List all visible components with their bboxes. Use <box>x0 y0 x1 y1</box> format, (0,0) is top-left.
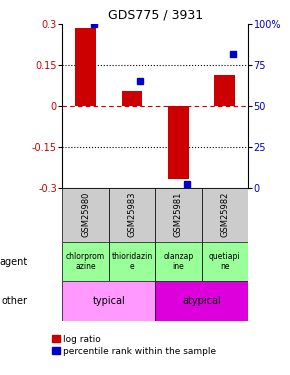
Title: GDS775 / 3931: GDS775 / 3931 <box>108 9 203 22</box>
Text: atypical: atypical <box>182 296 221 306</box>
Bar <box>75 28 96 106</box>
FancyBboxPatch shape <box>202 188 248 242</box>
Text: GSM25983: GSM25983 <box>127 192 137 237</box>
FancyBboxPatch shape <box>62 242 109 281</box>
Text: GSM25982: GSM25982 <box>220 192 229 237</box>
FancyBboxPatch shape <box>155 281 248 321</box>
Text: other: other <box>1 296 28 306</box>
Bar <box>168 106 189 179</box>
Text: thioridazin
e: thioridazin e <box>111 252 153 271</box>
FancyBboxPatch shape <box>62 281 155 321</box>
Text: typical: typical <box>93 296 125 306</box>
FancyBboxPatch shape <box>109 242 155 281</box>
Legend: log ratio, percentile rank within the sample: log ratio, percentile rank within the sa… <box>52 334 216 356</box>
Text: GSM25981: GSM25981 <box>174 192 183 237</box>
FancyBboxPatch shape <box>109 188 155 242</box>
Text: GSM25980: GSM25980 <box>81 192 90 237</box>
Text: chlorprom
azine: chlorprom azine <box>66 252 105 271</box>
Bar <box>214 75 235 106</box>
Text: agent: agent <box>0 256 28 267</box>
Bar <box>122 91 142 106</box>
Text: quetiapi
ne: quetiapi ne <box>209 252 241 271</box>
FancyBboxPatch shape <box>202 242 248 281</box>
FancyBboxPatch shape <box>62 188 109 242</box>
FancyBboxPatch shape <box>155 188 202 242</box>
Text: olanzap
ine: olanzap ine <box>163 252 193 271</box>
FancyBboxPatch shape <box>155 242 202 281</box>
